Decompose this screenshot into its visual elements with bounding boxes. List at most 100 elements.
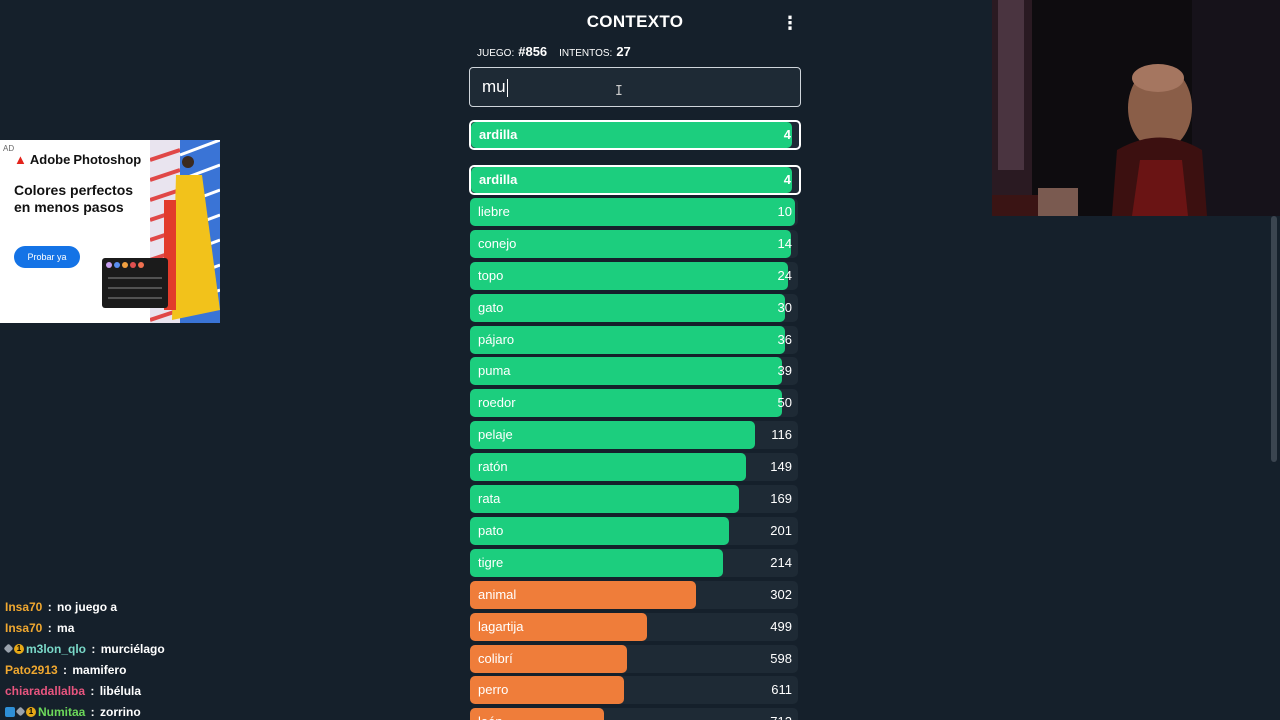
guess-rank: 598 bbox=[770, 651, 792, 666]
guess-row[interactable]: pájaro 36 bbox=[470, 326, 798, 354]
chat-text: zorrino bbox=[100, 704, 141, 719]
webcam-overlay bbox=[992, 0, 1280, 216]
guess-word: rata bbox=[478, 491, 501, 506]
page-scrollbar[interactable] bbox=[1271, 216, 1277, 462]
guess-row[interactable]: puma 39 bbox=[470, 357, 798, 385]
guess-similarity-bar bbox=[470, 581, 697, 609]
chat-message: Insa70 : no juego a bbox=[5, 596, 165, 617]
guess-row[interactable]: liebre 10 bbox=[470, 198, 798, 226]
guess-row[interactable]: ratón 149 bbox=[470, 453, 798, 481]
guess-rank: 499 bbox=[770, 619, 792, 634]
guess-rank: 302 bbox=[770, 587, 792, 602]
guess-word: pelaje bbox=[478, 427, 513, 442]
page-title: CONTEXTO bbox=[586, 12, 684, 31]
guess-word: roedor bbox=[478, 395, 516, 410]
chat-username[interactable]: Insa70 bbox=[5, 599, 43, 614]
more-vertical-icon[interactable]: ⋮ bbox=[781, 13, 799, 33]
ad-brand-prefix: Adobe bbox=[29, 152, 71, 167]
guess-row[interactable]: ardilla 4 bbox=[469, 165, 801, 195]
guess-row[interactable]: perro 611 bbox=[470, 676, 798, 704]
guess-rank: 30 bbox=[777, 300, 792, 315]
guess-rank: 4 bbox=[783, 172, 791, 187]
guess-rank: 116 bbox=[771, 427, 792, 442]
chat-message: chiaradallalba : libélula bbox=[5, 680, 165, 701]
attempts-label: INTENTOS: bbox=[559, 48, 613, 59]
text-cursor-icon: I bbox=[615, 84, 623, 99]
ad-badge: AD bbox=[3, 144, 15, 153]
word-input[interactable]: mu bbox=[469, 67, 801, 107]
guess-similarity-bar bbox=[470, 613, 648, 641]
chat-text: murciélago bbox=[100, 641, 165, 656]
chat-username[interactable]: Numitaa bbox=[38, 704, 86, 719]
guess-row[interactable]: colibrí 598 bbox=[470, 645, 798, 673]
guess-word: liebre bbox=[478, 204, 510, 219]
chat-text: ma bbox=[57, 620, 75, 635]
chat-username[interactable]: Pato2913 bbox=[5, 662, 58, 677]
guess-rank: 712 bbox=[770, 708, 792, 720]
guess-word: animal bbox=[478, 587, 517, 602]
chat-badge-grey-icon bbox=[15, 706, 26, 717]
guess-row[interactable]: roedor 50 bbox=[470, 389, 798, 417]
guess-similarity-bar bbox=[470, 645, 628, 673]
guess-similarity-bar bbox=[470, 262, 789, 290]
guess-word: puma bbox=[478, 363, 511, 378]
adobe-logo-icon: ▲ bbox=[14, 152, 27, 167]
guess-row[interactable]: pato 201 bbox=[470, 517, 798, 545]
chat-badge-blue-icon bbox=[5, 706, 15, 717]
guess-row[interactable]: conejo 14 bbox=[470, 230, 798, 258]
guess-word: león bbox=[478, 708, 503, 720]
guess-row[interactable]: gato 30 bbox=[470, 294, 798, 322]
game-info: JUEGO: #856 INTENTOS: 27 bbox=[477, 44, 631, 59]
guess-word: ardilla bbox=[479, 172, 518, 187]
guess-word: topo bbox=[478, 268, 504, 283]
advertisement[interactable]: AD i ▲ Adobe Photoshop Colores perfectos… bbox=[0, 140, 220, 323]
guess-rank: 149 bbox=[770, 459, 792, 474]
guess-rank: 611 bbox=[771, 682, 792, 697]
chat-message: Insa70 : ma bbox=[5, 617, 165, 638]
game-number: #856 bbox=[518, 44, 548, 59]
guess-similarity-bar bbox=[470, 198, 795, 226]
ad-brand: ▲ Adobe Photoshop bbox=[14, 152, 141, 167]
chat-username[interactable]: chiaradallalba bbox=[5, 683, 86, 698]
chat-badge-grey-icon bbox=[3, 643, 14, 654]
ad-color-panel bbox=[102, 258, 168, 308]
guess-rank: 201 bbox=[770, 523, 792, 538]
guess-word: gato bbox=[478, 300, 504, 315]
last-guess-word: ardilla bbox=[479, 127, 518, 142]
chat-username[interactable]: Insa70 bbox=[5, 620, 43, 635]
guess-similarity-bar bbox=[471, 167, 793, 193]
chat-separator: : bbox=[87, 683, 98, 698]
chat-separator: : bbox=[44, 620, 56, 635]
guess-row[interactable]: tigre 214 bbox=[470, 549, 798, 577]
guess-rank: 169 bbox=[770, 491, 792, 506]
guess-rank: 36 bbox=[777, 332, 792, 347]
guess-rank: 24 bbox=[777, 268, 792, 283]
guess-word: conejo bbox=[478, 236, 517, 251]
guess-rank: 14 bbox=[777, 236, 792, 251]
guess-row[interactable]: lagartija 499 bbox=[470, 613, 798, 641]
guess-similarity-bar bbox=[470, 453, 746, 481]
guess-row[interactable]: león 712 bbox=[470, 708, 798, 720]
guess-similarity-bar bbox=[470, 294, 785, 322]
chat-username[interactable]: m3lon_qlo bbox=[26, 641, 87, 656]
guess-similarity-bar bbox=[470, 485, 739, 513]
guess-word: tigre bbox=[478, 555, 504, 570]
chat-message: Pato2913 : mamifero bbox=[5, 659, 165, 680]
text-caret bbox=[506, 78, 508, 97]
chat-badge-gold-icon: 1 bbox=[14, 643, 24, 654]
last-guess-row[interactable]: ardilla 4 bbox=[469, 120, 801, 150]
guess-row[interactable]: pelaje 116 bbox=[470, 421, 798, 449]
chat-message: 1 m3lon_qlo : murciélago bbox=[3, 638, 165, 659]
guess-similarity-bar bbox=[470, 421, 756, 449]
guess-word: pájaro bbox=[478, 332, 515, 347]
chat-separator: : bbox=[59, 662, 71, 677]
guess-similarity-bar bbox=[470, 549, 723, 577]
guess-word: colibrí bbox=[478, 651, 513, 666]
ad-cta-button[interactable]: Probar ya bbox=[14, 246, 80, 268]
guess-row[interactable]: topo 24 bbox=[470, 262, 798, 290]
guess-row[interactable]: rata 169 bbox=[470, 485, 798, 513]
chat-badge-gold-icon: 1 bbox=[26, 706, 36, 717]
guess-row[interactable]: animal 302 bbox=[470, 581, 798, 609]
chat-text: mamifero bbox=[72, 662, 127, 677]
game-label: JUEGO: bbox=[477, 48, 515, 59]
